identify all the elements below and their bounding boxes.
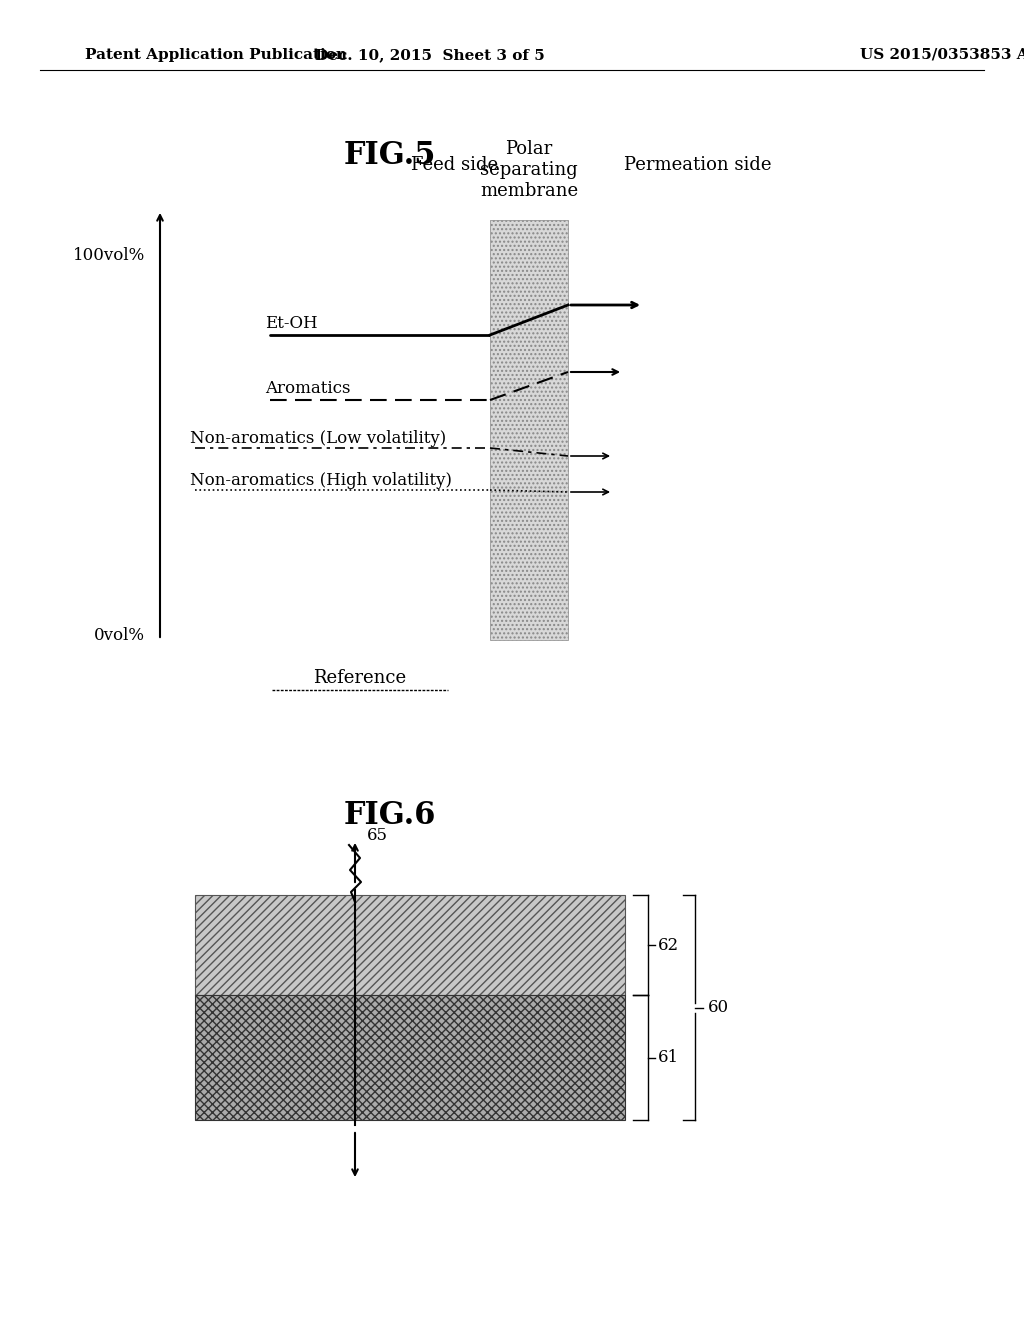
- Text: Reference: Reference: [313, 669, 407, 686]
- Text: 100vol%: 100vol%: [73, 247, 145, 264]
- Text: Feed side: Feed side: [412, 156, 499, 174]
- Text: US 2015/0353853 A1: US 2015/0353853 A1: [860, 48, 1024, 62]
- Text: 61: 61: [658, 1049, 679, 1067]
- Text: Non-aromatics (High volatility): Non-aromatics (High volatility): [190, 473, 452, 488]
- Text: Dec. 10, 2015  Sheet 3 of 5: Dec. 10, 2015 Sheet 3 of 5: [315, 48, 545, 62]
- Bar: [195, 895, 625, 995]
- Text: Permeation side: Permeation side: [625, 156, 772, 174]
- Text: Et-OH: Et-OH: [265, 315, 317, 333]
- Bar: [195, 995, 625, 1119]
- Text: 60: 60: [708, 999, 729, 1016]
- Text: FIG.6: FIG.6: [344, 800, 436, 830]
- Text: Non-aromatics (Low volatility): Non-aromatics (Low volatility): [190, 430, 446, 447]
- Text: Polar
separating
membrane: Polar separating membrane: [480, 140, 579, 199]
- Text: FIG.5: FIG.5: [344, 140, 436, 170]
- Text: Patent Application Publication: Patent Application Publication: [85, 48, 347, 62]
- Text: 65: 65: [367, 826, 388, 843]
- Text: 62: 62: [658, 936, 679, 953]
- Text: Aromatics: Aromatics: [265, 380, 350, 397]
- Bar: [490, 220, 568, 640]
- Text: 0vol%: 0vol%: [94, 627, 145, 644]
